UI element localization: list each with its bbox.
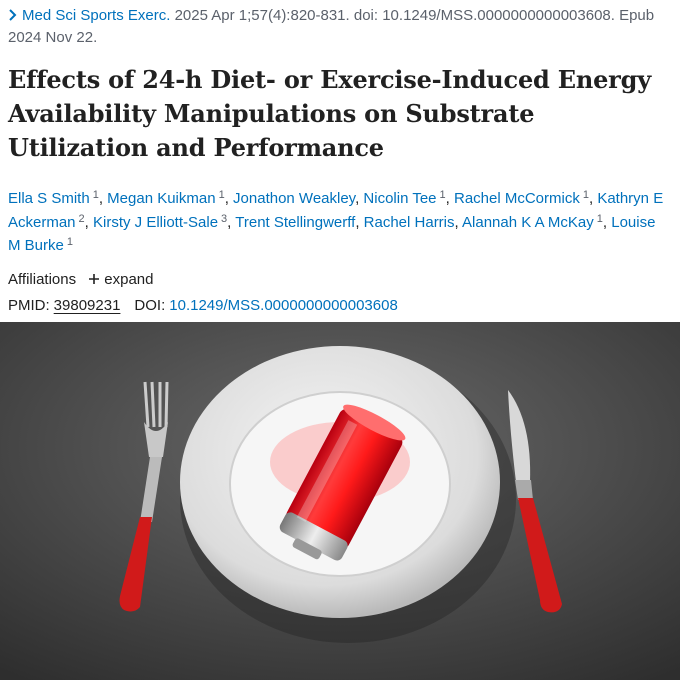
article-title: Effects of 24-h Diet- or Exercise-Induce… [8, 65, 651, 162]
author-separator: , [588, 190, 594, 207]
author-name[interactable]: Megan Kuikman [107, 190, 216, 207]
author: Trent Stellingwerff, [235, 214, 359, 231]
citation-details: 2025 Apr 1;57(4):820-831. doi: 10.1249/M… [8, 7, 655, 46]
author-separator: , [84, 213, 89, 231]
pmid-label: PMID: [8, 297, 50, 314]
author: Kathryn E Ackerman 2, [8, 190, 663, 231]
chevron-icon [9, 9, 17, 21]
identifiers: PMID: 39809231 DOI: 10.1249/MSS.00000000000… [8, 297, 398, 314]
author: Jonathon Weakley, [233, 190, 359, 207]
citation: Med Sci Sports Exerc. 2025 Apr 1;57(4):8… [8, 5, 672, 49]
affiliation-number[interactable]: 1 [92, 189, 99, 201]
author-list: Ella S Smith 1, Megan Kuikman 1, Jonathon … [8, 187, 668, 258]
affiliations: Affiliations expand [8, 271, 153, 288]
author-separator: , [98, 190, 103, 207]
author-separator: , [355, 213, 360, 231]
affiliation-number[interactable]: 1 [439, 189, 446, 201]
author: Louise M Burke 1 [8, 214, 655, 255]
author: Nicolin Tee 1, [363, 189, 450, 208]
affiliation-number[interactable]: 2 [78, 212, 85, 225]
journal-link[interactable]: Med Sci Sports Exerc. [22, 7, 171, 24]
author-separator: , [445, 190, 450, 207]
author-separator: , [355, 190, 360, 207]
author-separator: , [602, 213, 608, 231]
author: Rachel McCormick 1, [454, 189, 594, 208]
author: Ella S Smith 1, [8, 189, 103, 208]
author-separator: , [224, 190, 229, 207]
author-name[interactable]: Kathryn E Ackerman [8, 190, 664, 231]
affiliation-number[interactable]: 1 [218, 189, 225, 201]
author-name[interactable]: Rachel Harris [363, 213, 455, 231]
author-name[interactable]: Alannah K A McKay [462, 213, 594, 231]
author-name[interactable]: Trent Stellingwerff [235, 213, 356, 231]
battery [279, 404, 406, 561]
author: Megan Kuikman 1, [107, 189, 229, 208]
affiliation-number[interactable]: 1 [596, 212, 603, 225]
author-name[interactable]: Rachel McCormick [454, 190, 580, 207]
author: Rachel Harris, [364, 214, 459, 231]
affiliation-number[interactable]: 1 [66, 236, 73, 248]
author-name[interactable]: Kirsty J Elliott-Sale [93, 213, 219, 231]
plus-icon [89, 274, 100, 284]
author-separator: , [227, 213, 232, 231]
article-image [0, 322, 680, 680]
expand-text: expand [104, 271, 154, 288]
author-name[interactable]: Nicolin Tee [363, 190, 437, 207]
author: Kirsty J Elliott-Sale 3, [93, 212, 232, 231]
author-separator: , [454, 213, 459, 231]
author-name[interactable]: Louise M Burke [8, 213, 656, 255]
author-name[interactable]: Jonathon Weakley [233, 190, 356, 207]
knife [508, 390, 562, 613]
doi-label: DOI: [134, 297, 166, 314]
expand-toggle[interactable]: expand [88, 271, 153, 288]
affiliation-number[interactable]: 1 [582, 189, 589, 201]
affiliations-label: Affiliations [8, 271, 77, 288]
affiliation-number[interactable]: 3 [221, 212, 228, 225]
author: Alannah K A McKay 1, [462, 212, 608, 231]
doi-link[interactable]: 10.1249/MSS.0000000000003608 [169, 297, 398, 314]
fork [119, 381, 169, 612]
pmid-value[interactable]: 39809231 [53, 297, 121, 314]
author-name[interactable]: Ella S Smith [8, 190, 90, 207]
